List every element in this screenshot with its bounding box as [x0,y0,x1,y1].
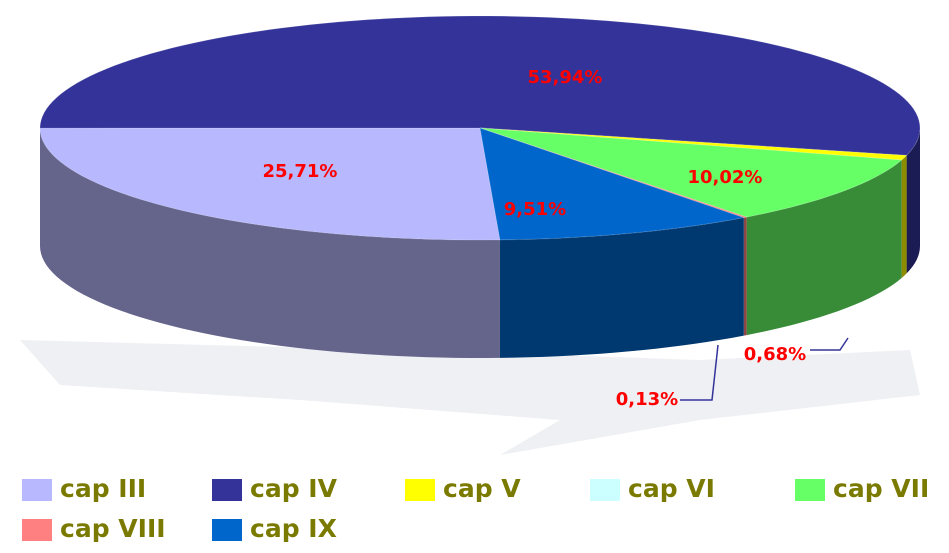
data-label: 25,71% [263,161,338,182]
data-label: 9,51% [504,199,566,220]
leader-line [810,338,848,350]
legend-label: cap IX [250,514,337,543]
data-label: 0,68% [744,344,806,365]
slice-side [902,155,907,278]
legend-swatch [22,479,52,501]
legend-swatch [795,479,825,501]
legend-swatch [590,479,620,501]
legend-label: cap VII [833,474,929,503]
legend-swatch [212,519,242,541]
legend-swatch [212,479,242,501]
slice-side [744,217,747,336]
legend-label: cap V [443,474,521,503]
data-label: 10,02% [688,167,763,188]
data-label: 0,13% [616,389,678,410]
legend-label: cap III [60,474,146,503]
legend-swatch [22,519,52,541]
legend-label: cap IV [250,474,338,503]
data-label: 53,94% [528,67,603,88]
legend-label: cap VIII [60,514,166,543]
legend-swatch [405,479,435,501]
legend-label: cap VI [628,474,715,503]
